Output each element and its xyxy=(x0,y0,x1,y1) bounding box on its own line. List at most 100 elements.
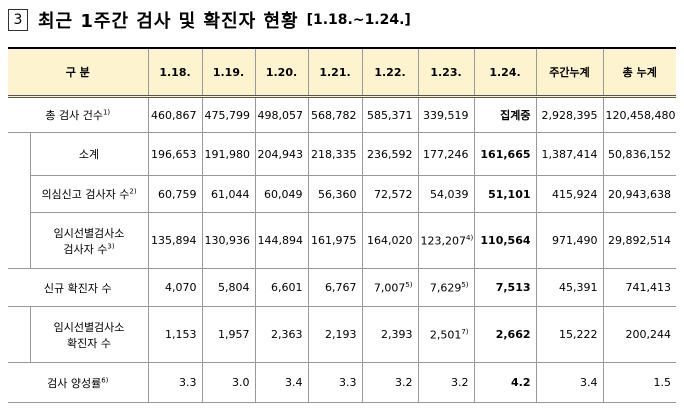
value-text: 20,943,638 xyxy=(608,187,672,201)
value-text: 1.5 xyxy=(653,376,672,389)
value-cell: 4,070 xyxy=(147,268,203,307)
value-cell: 568,782 xyxy=(307,96,363,133)
value-cell: 161,665 xyxy=(473,132,537,176)
value-text: 460,867 xyxy=(151,108,197,122)
value-cell: 3.4 xyxy=(254,362,309,403)
value-cell: 51,101 xyxy=(473,175,537,213)
value-text: 7,007 xyxy=(373,281,406,295)
value-text: 45,391 xyxy=(559,281,598,294)
value-cell: 6,601 xyxy=(254,268,309,307)
title-text: 최근 1주간 검사 및 확진자 현황 xyxy=(38,11,299,32)
value-cell: 236,592 xyxy=(361,132,419,176)
value-cell: 56,360 xyxy=(307,175,363,213)
header-cell: 1.20. xyxy=(254,47,309,98)
value-text: 4.2 xyxy=(511,376,531,389)
value-cell: 460,867 xyxy=(147,96,203,133)
value-text: 56,360 xyxy=(318,187,357,201)
value-text: 1,957 xyxy=(218,328,250,341)
value-text: 130,936 xyxy=(204,234,251,247)
value-cell: 2,393 xyxy=(361,306,419,363)
value-cell: 3.2 xyxy=(417,362,475,403)
value-cell: 191,980 xyxy=(201,132,256,176)
footnote-mark: 1) xyxy=(102,108,111,117)
value-cell: 20,943,638 xyxy=(602,175,677,213)
title-period: [1.18.~1.24.] xyxy=(306,12,411,28)
value-cell: 585,371 xyxy=(361,96,419,133)
value-text: 191,980 xyxy=(204,147,251,161)
value-text: 200,244 xyxy=(625,328,672,341)
table-row: 소계 196,653 191,980 204,943 218,335 236,592 177… xyxy=(8,132,677,269)
section-number: 3 xyxy=(8,9,28,31)
value-text: 집계중 xyxy=(500,109,531,122)
value-text: 1,387,414 xyxy=(541,147,598,161)
row-label: 의심신고 검사자 수2) xyxy=(30,175,149,213)
footnote-mark: 4) xyxy=(466,233,474,242)
row-label-text: 임시선별검사소 검사자 수 xyxy=(53,226,125,256)
value-text: 161,975 xyxy=(311,234,357,247)
value-cell: 4.2 xyxy=(473,362,537,403)
value-cell: 971,490 xyxy=(535,212,604,269)
table-row: 검사 양성률6) 3.3 3.0 3.4 3.3 3.2 3.2 4.2 3.4 1.5 xyxy=(8,362,677,403)
table-row: 임시선별검사소 확진자 수 1,153 1,957 2,363 2,193 2,393 2,… xyxy=(8,306,677,363)
value-cell: 177,246 xyxy=(417,132,475,176)
value-text: 415,924 xyxy=(552,187,598,201)
value-text: 72,572 xyxy=(374,187,413,201)
header-cell: 구 분 xyxy=(8,47,149,98)
table-row: 신규 확진자 수 4,070 5,804 6,601 6,767 7,0075) 7,629… xyxy=(8,268,677,307)
value-text: 218,335 xyxy=(311,147,357,161)
header-cell: 1.21. xyxy=(307,47,363,98)
value-text: 144,894 xyxy=(257,234,304,247)
value-cell: 61,044 xyxy=(201,175,256,213)
value-cell: 7,0075) xyxy=(361,268,419,307)
value-cell: 130,936 xyxy=(201,212,256,269)
value-text: 2,662 xyxy=(495,328,531,341)
value-cell: 144,894 xyxy=(254,212,309,269)
row-label-text: 총 검사 건수 xyxy=(45,109,103,122)
table-row: 임시선별검사소 검사자 수3) 135,894 130,936 144,894 161,… xyxy=(8,212,677,269)
value-text: 3.4 xyxy=(580,376,598,389)
footnote-mark: 2) xyxy=(129,187,137,196)
value-text: 498,057 xyxy=(257,108,304,122)
value-text: 120,458,480 xyxy=(605,108,676,122)
row-label: 소계 xyxy=(29,132,149,176)
value-text: 29,892,514 xyxy=(608,234,672,247)
value-cell: 7,513 xyxy=(473,268,537,307)
header-cell: 1.24. xyxy=(473,47,537,98)
value-text: 60,759 xyxy=(158,187,197,201)
value-cell: 741,413 xyxy=(602,268,677,307)
value-cell: 2,928,395 xyxy=(535,96,604,133)
footnote-mark: 7) xyxy=(461,327,469,336)
value-cell: 2,193 xyxy=(307,306,363,363)
value-text: 3.3 xyxy=(179,376,197,389)
row-label: 검사 양성률6) xyxy=(8,362,149,403)
value-text: 3.2 xyxy=(395,376,413,389)
value-cell: 498,057 xyxy=(254,96,309,133)
value-text: 2,363 xyxy=(271,328,303,341)
value-cell: 135,894 xyxy=(147,212,203,269)
header-row: 구 분 1.18. 1.19. 1.20. 1.21. 1.22. 1.23. 1.24. 주간… xyxy=(8,47,677,98)
value-text: 164,020 xyxy=(367,234,413,247)
value-cell: 218,335 xyxy=(307,132,363,176)
value-text: 236,592 xyxy=(367,147,413,161)
header-cell: 1.22. xyxy=(361,47,419,98)
value-text: 161,665 xyxy=(480,147,531,161)
value-text: 7,513 xyxy=(495,281,531,294)
value-text: 2,928,395 xyxy=(541,108,598,122)
footnote-mark: 3) xyxy=(107,241,115,250)
value-text: 135,894 xyxy=(151,234,197,247)
value-cell: 196,653 xyxy=(147,132,203,176)
value-cell: 29,892,514 xyxy=(602,212,677,269)
header-cell: 총 누계 xyxy=(602,47,677,98)
row-label-text: 검사 양성률 xyxy=(47,376,102,390)
value-cell: 50,836,152 xyxy=(602,132,677,176)
row-label: 신규 확진자 수 xyxy=(8,268,149,307)
value-text: 3.2 xyxy=(451,376,469,389)
value-cell: 3.4 xyxy=(535,362,604,403)
footnote-mark: 5) xyxy=(461,280,469,289)
value-cell: 1.5 xyxy=(602,362,677,403)
value-cell: 15,222 xyxy=(535,306,604,363)
value-cell: 7,6295) xyxy=(417,268,475,307)
value-text: 110,564 xyxy=(480,234,531,247)
value-text: 3.4 xyxy=(285,376,303,389)
value-cell: 161,975 xyxy=(307,212,363,269)
